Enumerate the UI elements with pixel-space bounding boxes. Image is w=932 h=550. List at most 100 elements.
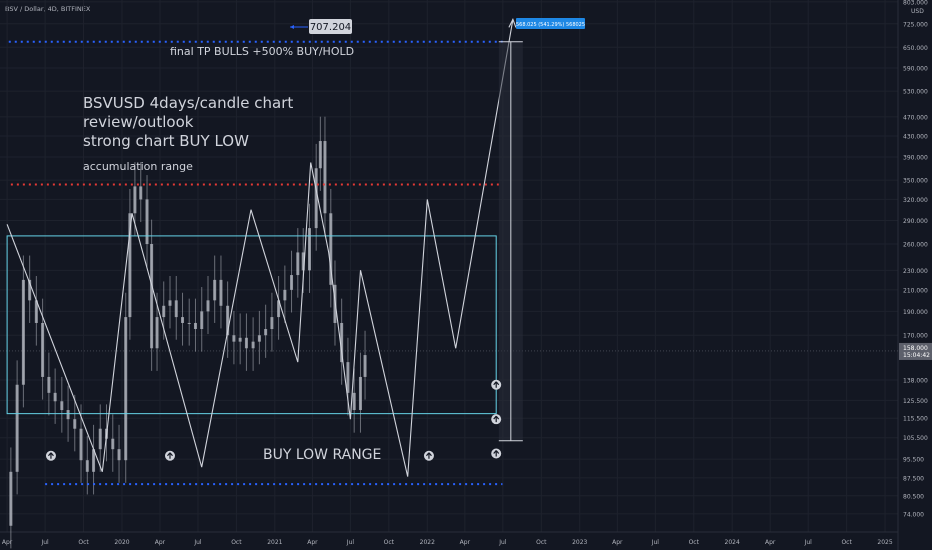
candle-body xyxy=(168,300,172,306)
candle-body xyxy=(219,279,223,306)
candle-body xyxy=(9,471,13,526)
candle-body xyxy=(200,311,204,330)
candle-body xyxy=(128,213,132,318)
candle-body xyxy=(66,410,70,420)
y-tick-label: 210.000 xyxy=(903,287,928,294)
candle-body xyxy=(79,428,83,461)
target-pointer-arrow xyxy=(290,25,294,29)
candle-body xyxy=(352,392,356,411)
projection-arrowhead xyxy=(508,18,517,28)
x-tick-label: Apr xyxy=(155,539,166,546)
x-tick-label: Jul xyxy=(193,539,202,546)
x-tick-label: Jul xyxy=(804,539,813,546)
y-tick-label: 170.000 xyxy=(903,333,928,340)
up-arrow-glyph xyxy=(493,415,500,423)
y-tick-label: 260.000 xyxy=(903,242,928,249)
y-tick-label: 105.500 xyxy=(903,435,928,442)
y-tick-label: 650.000 xyxy=(903,45,928,52)
x-tick-label: Oct xyxy=(78,539,89,546)
candle-body xyxy=(41,322,45,377)
candle-body xyxy=(301,252,305,271)
y-tick-label: 190.000 xyxy=(903,309,928,316)
candle-body xyxy=(232,335,236,342)
candle-body xyxy=(181,317,185,323)
candle-body xyxy=(257,335,261,342)
y-tick-label: 115.500 xyxy=(903,416,928,423)
measure-label-box xyxy=(516,18,585,29)
y-tick-label: 80.500 xyxy=(903,493,924,500)
candle-body xyxy=(283,289,287,301)
candle-body xyxy=(270,317,274,330)
symbol-title: BSV / Dollar, 4D, BITFINEX xyxy=(5,5,91,13)
x-tick-label: Oct xyxy=(231,539,242,546)
y-tick-label: 125.500 xyxy=(903,398,928,405)
chart-title-line: BSVUSD 4days/candle chart xyxy=(83,94,293,112)
x-tick-label: Oct xyxy=(841,539,852,546)
candle-body xyxy=(290,275,294,290)
candle-body xyxy=(264,329,268,336)
candle-body xyxy=(363,355,367,377)
y-tick-label: 320.000 xyxy=(903,197,928,204)
x-tick-label: Apr xyxy=(2,539,13,546)
candle-body xyxy=(92,449,96,472)
x-tick-label: Apr xyxy=(307,539,318,546)
x-tick-label: 2023 xyxy=(572,539,587,546)
y-tick-label: 725.000 xyxy=(903,21,928,28)
x-tick-label: Apr xyxy=(765,539,776,546)
candle-body xyxy=(193,322,197,330)
candle-body xyxy=(139,186,143,200)
y-tick-label: 470.000 xyxy=(903,114,928,121)
candle-body xyxy=(318,141,322,169)
candle-body xyxy=(251,341,255,349)
x-tick-label: Oct xyxy=(536,539,547,546)
x-tick-label: 2022 xyxy=(420,539,435,546)
up-arrow-glyph xyxy=(493,450,500,457)
y-unit-label: USD xyxy=(911,8,924,15)
candle-body xyxy=(238,337,242,342)
candle-body xyxy=(213,279,217,301)
target-label-text: 707.204 xyxy=(310,22,351,33)
candle-body xyxy=(133,186,137,214)
current-price-value: 158.000 xyxy=(903,345,928,352)
candle-body xyxy=(314,168,318,229)
candle-body xyxy=(323,141,327,214)
x-tick-label: 2025 xyxy=(877,539,892,546)
candle-body xyxy=(155,317,159,349)
candle-body xyxy=(111,438,115,450)
y-tick-label: 290.000 xyxy=(903,218,928,225)
candle-body xyxy=(145,199,149,245)
candle-body xyxy=(226,305,230,336)
candle-body xyxy=(340,322,344,363)
candle-body xyxy=(329,213,333,285)
candle-body xyxy=(296,252,300,276)
current-price-countdown: 15:04:42 xyxy=(903,352,930,359)
y-tick-label: 390.000 xyxy=(903,154,928,161)
y-tick-label: 87.500 xyxy=(903,475,924,482)
candle-body xyxy=(34,300,38,323)
x-tick-label: Jul xyxy=(346,539,355,546)
up-arrow-glyph xyxy=(425,452,432,459)
final-tp-annotation: final TP BULLS +500% BUY/HOLD xyxy=(170,45,354,58)
x-tick-label: Oct xyxy=(689,539,700,546)
candle-body xyxy=(15,384,19,472)
candle-body xyxy=(117,449,121,461)
current-price-tag xyxy=(899,342,932,360)
candle-body xyxy=(28,279,32,301)
candle-body xyxy=(358,376,362,411)
measure-label-text: 568.025 (541.29%) 568025 xyxy=(516,22,585,28)
y-tick-label: 138.000 xyxy=(903,378,928,385)
up-arrow-glyph xyxy=(167,452,173,459)
candle-body xyxy=(85,460,89,472)
chart-title-line: review/outlook xyxy=(83,113,194,131)
y-tick-label: 530.000 xyxy=(903,89,928,96)
accumulation-annotation: accumulation range xyxy=(83,160,193,173)
buy-low-annotation: BUY LOW RANGE xyxy=(263,447,381,463)
candle-body xyxy=(53,392,57,402)
candle-body xyxy=(47,376,51,393)
candle-body xyxy=(73,419,77,429)
candle-body xyxy=(174,300,178,318)
accumulation-box xyxy=(6,235,497,415)
